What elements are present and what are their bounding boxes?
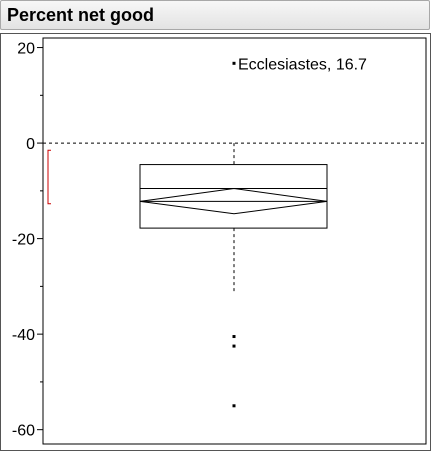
y-tick-label: 0 [26, 136, 35, 153]
title-bar[interactable]: Percent net good [0, 0, 430, 30]
shortest-half-bracket [47, 149, 51, 205]
outlier-point [232, 344, 236, 348]
outlier-point [232, 404, 236, 408]
y-axis: 20 0 -20 -40 -60 [12, 41, 43, 440]
chart-title: Percent net good [7, 5, 155, 25]
y-tick-label: -60 [12, 423, 35, 440]
outer-frame [0, 33, 431, 451]
y-tick-label: -20 [12, 232, 35, 249]
y-tick-label: 20 [17, 41, 35, 58]
outlier-label: Ecclesiastes, 16.7 [238, 56, 367, 73]
plot-area: Ecclesiastes, 16.7 [43, 56, 426, 408]
outlier-point [232, 335, 236, 339]
outlier-point [232, 61, 236, 65]
y-tick-label: -40 [12, 327, 35, 344]
plot-frame [42, 37, 427, 445]
iqr-box [139, 164, 328, 229]
